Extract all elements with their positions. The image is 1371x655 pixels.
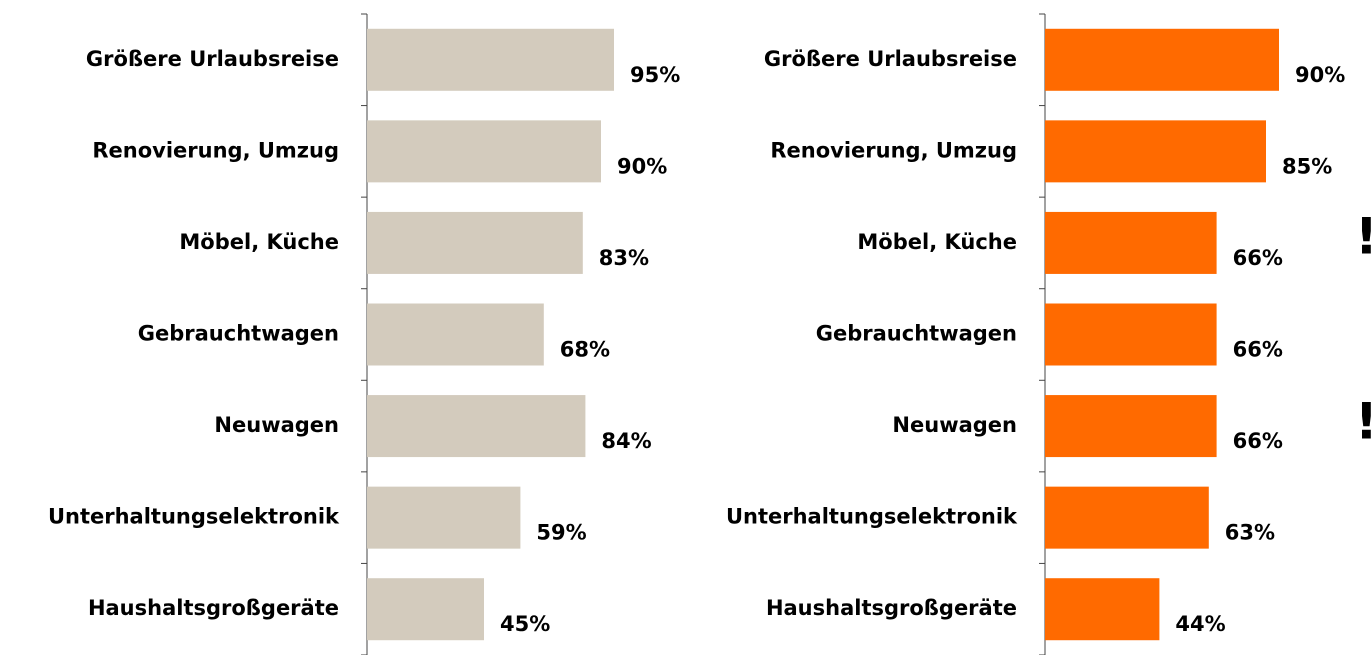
value-label: 63%	[1225, 521, 1275, 545]
bar	[367, 120, 601, 183]
bar	[367, 486, 521, 549]
bar	[1045, 211, 1217, 274]
category-label: Möbel, Küche	[857, 230, 1017, 254]
value-label: 66%	[1233, 429, 1283, 453]
bar	[367, 28, 614, 91]
bar	[367, 211, 583, 274]
value-label: 66%	[1233, 246, 1283, 270]
value-label: 90%	[617, 154, 667, 178]
value-label: 45%	[500, 612, 550, 636]
bar	[367, 395, 586, 458]
category-label: Haushaltsgroßgeräte	[88, 596, 339, 620]
value-label: 90%	[1295, 63, 1345, 87]
value-label: 95%	[630, 63, 680, 87]
annotation: !	[1355, 393, 1371, 451]
category-label: Größere Urlaubsreise	[764, 47, 1017, 71]
category-label: Haushaltsgroßgeräte	[766, 596, 1017, 620]
value-label: 66%	[1233, 338, 1283, 362]
category-label: Gebrauchtwagen	[138, 322, 339, 346]
annotation: !	[1355, 208, 1371, 266]
category-label: Neuwagen	[892, 413, 1017, 437]
bar	[1045, 578, 1160, 641]
category-label: Gebrauchtwagen	[816, 322, 1017, 346]
value-label: 59%	[536, 521, 586, 545]
category-label: Möbel, Küche	[179, 230, 339, 254]
category-label: Unterhaltungselektronik	[48, 505, 340, 529]
bar	[1045, 120, 1266, 183]
bar	[1045, 486, 1209, 549]
bar	[1045, 395, 1217, 458]
category-label: Größere Urlaubsreise	[86, 47, 339, 71]
bar	[367, 578, 484, 641]
category-label: Unterhaltungselektronik	[726, 505, 1018, 529]
bar	[367, 303, 544, 366]
value-label: 84%	[601, 429, 651, 453]
category-label: Neuwagen	[214, 413, 339, 437]
value-label: 68%	[560, 338, 610, 362]
bar	[1045, 303, 1217, 366]
value-label: 83%	[599, 246, 649, 270]
category-label: Renovierung, Umzug	[92, 138, 339, 162]
value-label: 44%	[1175, 612, 1225, 636]
bar	[1045, 28, 1279, 91]
category-label: Renovierung, Umzug	[770, 138, 1017, 162]
value-label: 85%	[1282, 154, 1332, 178]
